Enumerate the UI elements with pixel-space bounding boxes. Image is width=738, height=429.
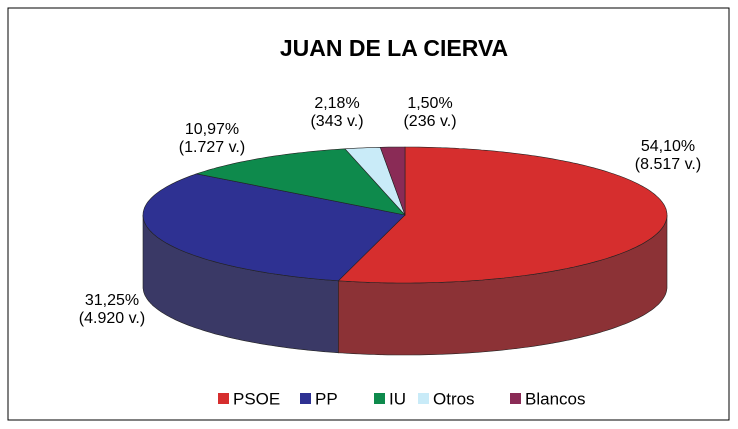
legend-label: Otros xyxy=(433,389,475,408)
slice xyxy=(337,146,668,284)
legend-label: Blancos xyxy=(525,389,585,408)
slice xyxy=(195,148,406,216)
vote-label: (236 v.) xyxy=(403,113,456,130)
legend-swatch xyxy=(418,393,429,404)
slice xyxy=(379,146,406,216)
legend-swatch xyxy=(300,393,311,404)
data-label: 31,25% xyxy=(85,292,139,309)
legend-swatch xyxy=(374,393,385,404)
slice xyxy=(142,173,406,282)
legend-swatch xyxy=(218,393,229,404)
data-label: 1,50% xyxy=(407,95,452,112)
slice xyxy=(344,146,406,216)
legend-swatch xyxy=(510,393,521,404)
legend-label: IU xyxy=(389,389,406,408)
legend-label: PSOE xyxy=(233,389,280,408)
chart-title: JUAN DE LA CIERVA xyxy=(280,35,508,61)
data-label: 54,10% xyxy=(641,138,695,155)
vote-label: (8.517 v.) xyxy=(635,156,701,173)
vote-label: (1.727 v.) xyxy=(179,139,245,156)
data-label: 2,18% xyxy=(314,95,359,112)
vote-label: (4.920 v.) xyxy=(79,310,145,327)
vote-label: (343 v.) xyxy=(310,113,363,130)
legend-label: PP xyxy=(315,389,338,408)
data-label: 10,97% xyxy=(185,121,239,138)
